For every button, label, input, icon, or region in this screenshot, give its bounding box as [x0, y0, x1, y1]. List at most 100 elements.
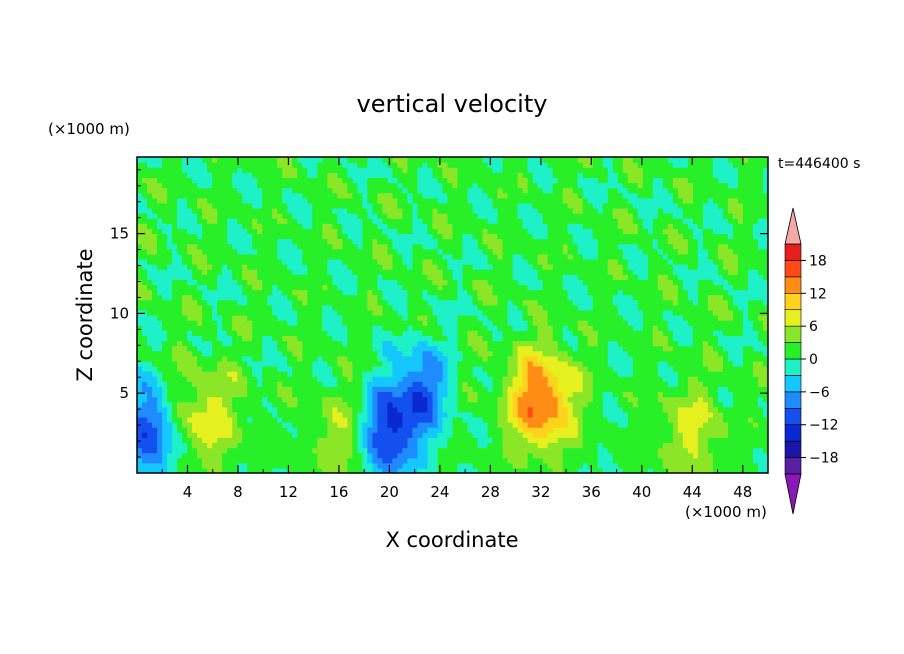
field-cell — [372, 467, 378, 473]
field-cell — [462, 452, 469, 459]
field-cell — [487, 284, 494, 291]
field-cell — [682, 350, 689, 357]
field-cell — [347, 325, 353, 331]
field-cell — [532, 381, 539, 387]
field-cell — [472, 299, 479, 306]
field-cell — [197, 365, 203, 372]
field-cell — [367, 427, 373, 433]
field-cell — [212, 416, 218, 423]
field-cell — [472, 447, 479, 454]
field-cell — [387, 462, 394, 469]
field-cell — [232, 315, 238, 321]
field-cell — [187, 401, 193, 408]
field-cell — [347, 422, 353, 428]
field-cell — [202, 299, 208, 306]
field-cell — [367, 315, 373, 321]
field-cell — [362, 401, 368, 408]
field-cell — [747, 401, 754, 408]
field-cell — [162, 406, 168, 413]
field-cell — [222, 432, 228, 438]
field-cell — [382, 335, 388, 342]
field-cell — [577, 279, 584, 286]
field-cell — [587, 376, 594, 382]
field-cell — [562, 371, 569, 377]
field-cell — [462, 325, 469, 331]
field-cell — [162, 304, 168, 311]
field-cell — [427, 467, 434, 473]
field-cell — [762, 391, 768, 398]
field-cell — [452, 401, 459, 408]
field-cell — [227, 386, 233, 393]
field-cell — [702, 315, 709, 321]
field-cell — [382, 442, 388, 449]
field-cell — [277, 365, 283, 372]
field-cell — [442, 355, 449, 362]
field-cell — [252, 274, 258, 280]
field-cell — [577, 462, 584, 469]
field-cell — [177, 386, 183, 393]
field-cell — [372, 340, 378, 347]
field-cell — [727, 355, 734, 362]
field-cell — [207, 355, 213, 362]
field-cell — [137, 411, 143, 418]
field-cell — [457, 289, 464, 296]
field-cell — [732, 365, 739, 372]
field-cell — [407, 422, 414, 428]
field-cell — [617, 304, 624, 311]
field-cell — [162, 442, 168, 449]
field-cell — [687, 411, 694, 418]
field-cell — [252, 309, 258, 316]
field-cell — [667, 376, 674, 382]
field-cell — [362, 406, 368, 413]
field-cell — [502, 422, 509, 428]
field-cell — [522, 360, 529, 367]
field-cell — [602, 340, 609, 347]
field-cell — [727, 437, 734, 444]
field-cell — [137, 350, 143, 357]
field-cell — [392, 406, 399, 413]
field-cell — [407, 442, 414, 449]
field-cell — [272, 371, 278, 377]
field-cell — [692, 371, 699, 377]
field-cell — [552, 386, 559, 393]
field-cell — [367, 371, 373, 377]
field-cell — [542, 345, 549, 352]
field-cell — [447, 320, 454, 326]
field-cell — [437, 350, 444, 357]
field-cell — [547, 462, 554, 469]
field-cell — [157, 427, 163, 433]
field-cell — [317, 381, 323, 387]
field-cell — [652, 406, 659, 413]
field-cell — [292, 442, 298, 449]
field-cell — [197, 396, 203, 403]
field-cell — [227, 401, 233, 408]
field-cell — [427, 427, 434, 433]
field-cell — [407, 355, 414, 362]
field-cell — [252, 289, 258, 296]
field-cell — [447, 422, 454, 428]
field-cell — [682, 432, 689, 438]
field-cell — [602, 462, 609, 469]
field-cell — [322, 371, 328, 377]
field-cell — [712, 442, 719, 449]
field-cell — [697, 427, 704, 433]
field-cell — [337, 309, 343, 316]
field-cell — [172, 315, 178, 321]
field-cell — [707, 299, 714, 306]
field-cell — [237, 345, 243, 352]
field-cell — [532, 340, 539, 347]
field-cell — [522, 330, 529, 336]
field-cell — [422, 467, 429, 473]
field-cell — [747, 284, 754, 291]
field-cell — [397, 330, 404, 336]
field-cell — [152, 411, 158, 418]
field-cell — [372, 309, 378, 316]
field-cell — [587, 309, 594, 316]
field-cell — [642, 462, 649, 469]
field-cell — [692, 427, 699, 433]
field-cell — [282, 299, 288, 306]
field-cell — [387, 386, 394, 393]
field-cell — [707, 432, 714, 438]
field-cell — [332, 452, 338, 459]
field-cell — [692, 376, 699, 382]
